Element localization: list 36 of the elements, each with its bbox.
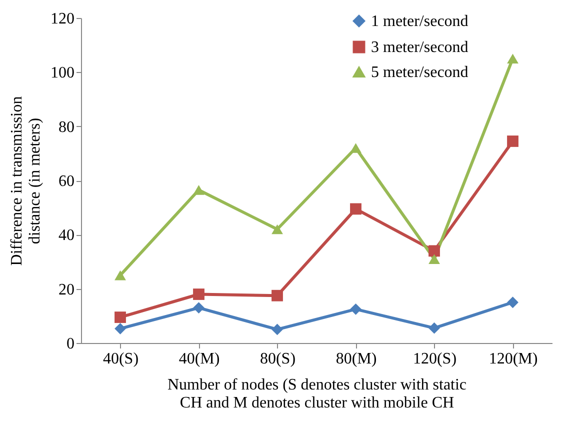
y-tick-label: 60	[58, 173, 74, 190]
x-tick-label: 120(S)	[412, 350, 457, 368]
legend-label: 5 meter/second	[371, 64, 468, 81]
legend-label: 3 meter/second	[371, 39, 468, 56]
point	[350, 203, 362, 215]
point	[507, 296, 518, 308]
x-tick-label: 120(M)	[488, 350, 538, 368]
point	[350, 303, 362, 315]
x-tick-label: 40(M)	[178, 350, 220, 368]
y-tick-label: 100	[50, 64, 74, 82]
point	[114, 322, 126, 334]
point	[272, 224, 283, 234]
y-tick-label: 40	[58, 227, 74, 244]
y-tick-label: 20	[58, 281, 74, 298]
point	[507, 136, 518, 147]
point	[193, 288, 204, 300]
point	[350, 143, 362, 153]
point	[507, 54, 518, 64]
point	[193, 302, 204, 314]
point	[114, 270, 126, 280]
legend-label: 1 meter/second	[371, 13, 468, 30]
point	[428, 254, 440, 264]
y-axis-title: Difference in transmission distance (in meters)	[8, 96, 44, 266]
y-tick-label: 120	[50, 10, 74, 28]
point	[272, 324, 283, 336]
point	[272, 290, 283, 302]
y-tick-label: 0	[66, 336, 74, 352]
x-tick-label: 80(M)	[336, 350, 377, 368]
x-tick-label: 40(S)	[102, 350, 139, 368]
y-tick-label: 80	[58, 118, 74, 136]
x-axis-title: Number of nodes (S denotes cluster with static CH and M denotes cluster with mobile CH	[167, 376, 467, 412]
x-tick-label: 80(S)	[260, 350, 296, 368]
point	[114, 312, 126, 323]
point	[428, 245, 440, 257]
point	[193, 185, 204, 195]
point	[428, 322, 440, 334]
